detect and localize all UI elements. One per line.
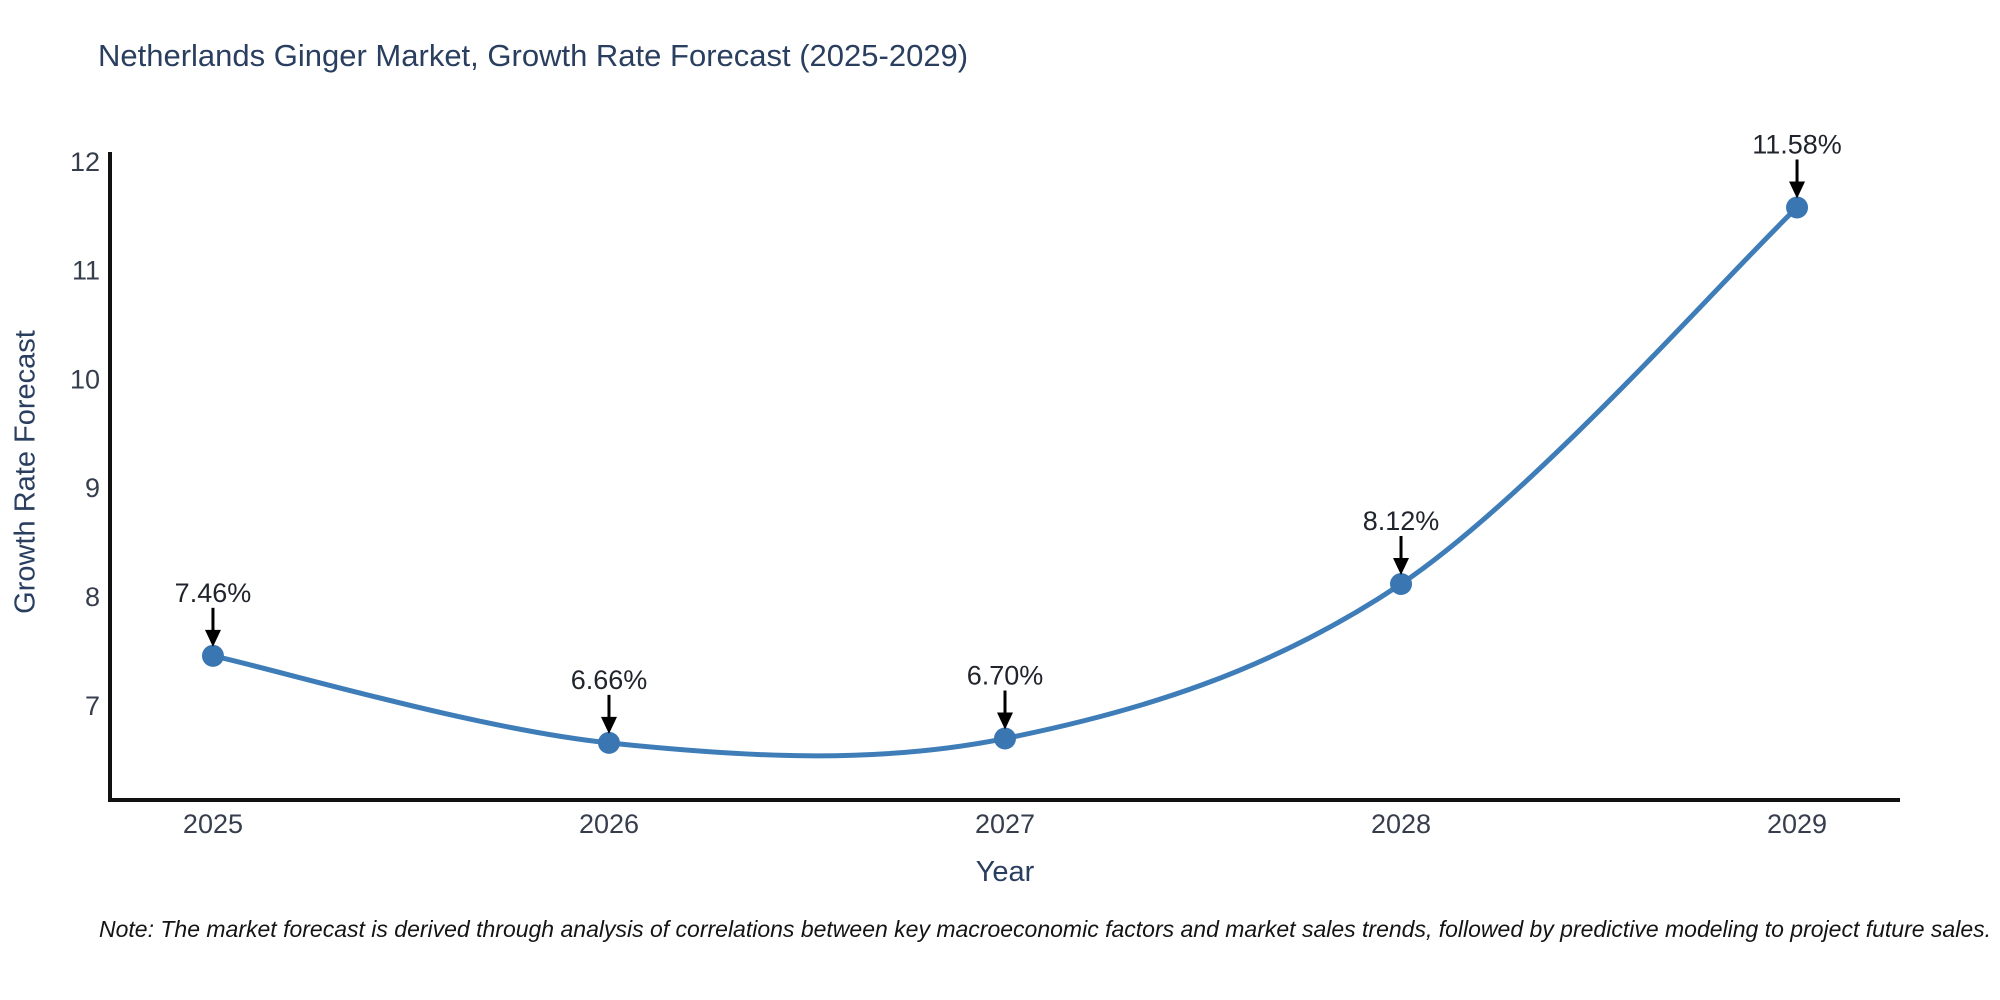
data-point[interactable] — [1786, 196, 1809, 219]
chart-title: Netherlands Ginger Market, Growth Rate F… — [98, 38, 969, 73]
annotation-arrowhead — [600, 716, 617, 734]
y-tick-label: 8 — [85, 582, 100, 612]
point-annotation: 6.66% — [571, 665, 648, 695]
point-annotation: 7.46% — [175, 578, 252, 608]
x-tick-label: 2029 — [1767, 809, 1827, 839]
x-axis-title: Year — [975, 856, 1035, 888]
x-tick-label: 2028 — [1371, 809, 1431, 839]
point-annotation: 6.70% — [967, 661, 1044, 691]
x-tick-label: 2025 — [183, 809, 243, 839]
annotation-arrowhead — [1393, 558, 1410, 575]
y-tick-label: 12 — [70, 147, 100, 177]
y-tick-label: 9 — [85, 473, 100, 503]
y-tick-label: 7 — [85, 691, 100, 721]
data-point[interactable] — [1390, 573, 1413, 595]
data-point[interactable] — [597, 731, 620, 754]
chart-note: Note: The market forecast is derived thr… — [99, 916, 1992, 942]
x-tick-label: 2026 — [579, 809, 639, 839]
annotation-arrowhead — [204, 629, 221, 647]
data-point[interactable] — [201, 644, 224, 667]
y-tick-label: 10 — [70, 364, 100, 394]
data-point[interactable] — [994, 727, 1016, 750]
point-annotation: 11.58% — [1752, 129, 1842, 159]
point-annotation: 8.12% — [1363, 506, 1440, 536]
line-series — [212, 205, 1799, 759]
annotation-arrowhead — [997, 712, 1013, 730]
x-tick-label: 2027 — [975, 809, 1035, 839]
annotation-arrowhead — [1789, 181, 1806, 199]
y-tick-label: 11 — [72, 256, 100, 286]
